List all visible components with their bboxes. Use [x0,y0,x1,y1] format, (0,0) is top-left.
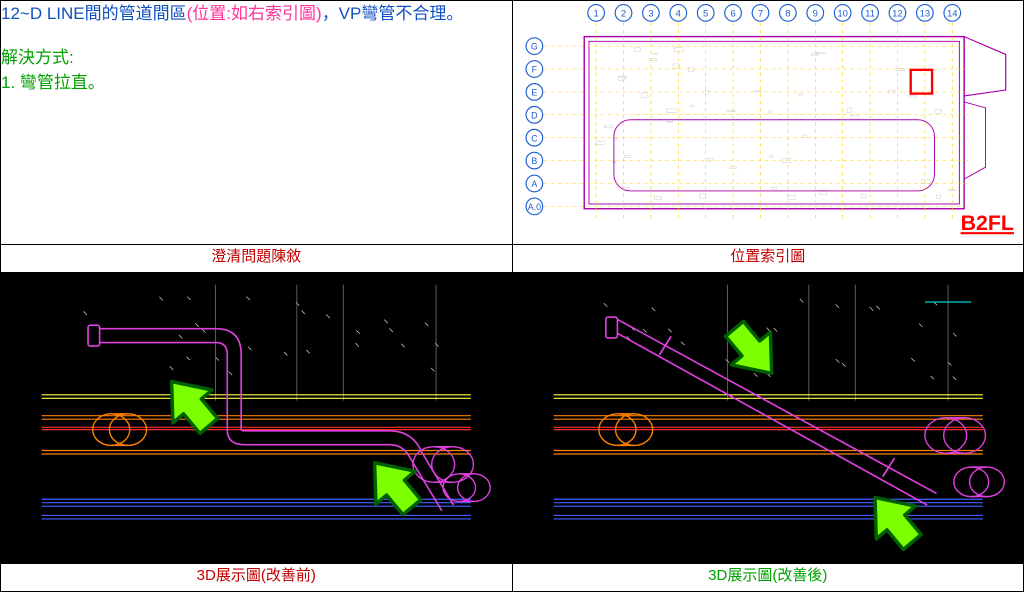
issue-part-a: 12~D LINE間的管道間區 [1,4,187,23]
solution-item-1: 1. 彎管拉直。 [1,70,512,96]
svg-text:1: 1 [593,8,598,19]
layout-table: 12~D LINE間的管道間區(位置:如右索引圖)，VP彎管不合理。 解決方式:… [0,0,1024,592]
issue-part-c: ，VP彎管不合理。 [322,4,464,23]
svg-text:3: 3 [648,8,653,19]
cad-before-svg [1,273,512,563]
svg-text:14: 14 [946,8,957,19]
cad-after-cell [512,273,1024,564]
svg-text:A.0: A.0 [527,202,540,212]
svg-text:12: 12 [892,8,903,19]
svg-text:2: 2 [620,8,625,19]
floorplan-svg: 1234567891011121314GFEDCBAA.0B2FL [513,1,1024,244]
svg-text:13: 13 [919,8,930,19]
svg-text:A: A [531,179,537,189]
svg-text:D: D [531,110,537,120]
svg-text:4: 4 [675,8,680,19]
issue-part-b: (位置:如右索引圖) [187,4,322,23]
svg-text:B: B [531,156,537,166]
svg-text:8: 8 [785,8,790,19]
svg-text:G: G [530,42,537,52]
caption-after: 3D展示圖(改善後) [512,564,1024,592]
svg-text:B2FL: B2FL [960,211,1013,235]
cad-after-svg [513,273,1024,563]
floorplan-cell: 1234567891011121314GFEDCBAA.0B2FL [512,1,1024,245]
caption-floorplan: 位置索引圖 [512,245,1024,273]
solution-text: 彎管拉直。 [20,73,105,92]
svg-text:10: 10 [837,8,848,19]
svg-text:5: 5 [703,8,708,19]
svg-text:C: C [531,133,538,143]
solution-title: 解決方式: [1,45,512,71]
solution-num: 1. [1,73,15,92]
caption-before: 3D展示圖(改善前) [1,564,513,592]
svg-text:F: F [531,65,537,75]
description-cell: 12~D LINE間的管道間區(位置:如右索引圖)，VP彎管不合理。 解決方式:… [1,1,513,245]
cad-before-cell [1,273,513,564]
svg-text:7: 7 [757,8,762,19]
svg-text:9: 9 [812,8,817,19]
caption-desc: 澄清問題陳敘 [1,245,513,273]
svg-text:E: E [531,87,537,97]
svg-text:6: 6 [730,8,735,19]
issue-text: 12~D LINE間的管道間區(位置:如右索引圖)，VP彎管不合理。 [1,1,512,27]
svg-text:11: 11 [865,8,875,19]
